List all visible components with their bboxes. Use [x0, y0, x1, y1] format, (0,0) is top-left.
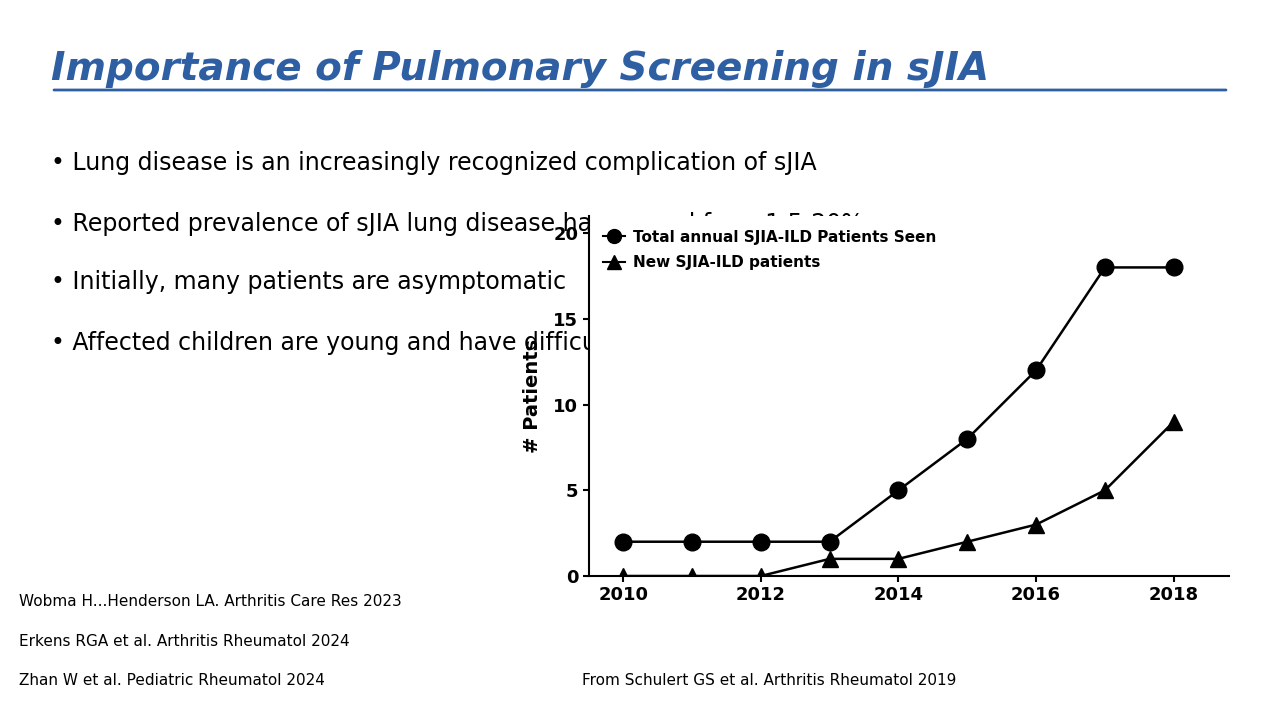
Line: New SJIA-ILD patients: New SJIA-ILD patients: [614, 413, 1181, 585]
Text: • Reported prevalence of sJIA lung disease has ranged from 1.5-20%: • Reported prevalence of sJIA lung disea…: [51, 212, 864, 236]
New SJIA-ILD patients: [1028, 521, 1043, 529]
Text: • Initially, many patients are asymptomatic: • Initially, many patients are asymptoma…: [51, 270, 566, 294]
Total annual SJIA-ILD Patients Seen: [891, 486, 906, 495]
Legend: Total annual SJIA-ILD Patients Seen, New SJIA-ILD patients: Total annual SJIA-ILD Patients Seen, New…: [596, 224, 942, 276]
Text: Erkens RGA et al. Arthritis Rheumatol 2024: Erkens RGA et al. Arthritis Rheumatol 20…: [19, 634, 349, 649]
Text: • Lung disease is an increasingly recognized complication of sJIA: • Lung disease is an increasingly recogn…: [51, 151, 817, 175]
Total annual SJIA-ILD Patients Seen: [1097, 263, 1112, 271]
Line: Total annual SJIA-ILD Patients Seen: Total annual SJIA-ILD Patients Seen: [614, 259, 1181, 550]
Total annual SJIA-ILD Patients Seen: [616, 537, 631, 546]
New SJIA-ILD patients: [616, 572, 631, 580]
Total annual SJIA-ILD Patients Seen: [753, 537, 768, 546]
Text: • Affected children are young and have difficulty reporting respiratory symptoms: • Affected children are young and have d…: [51, 331, 1011, 355]
Total annual SJIA-ILD Patients Seen: [1028, 366, 1043, 374]
Y-axis label: # Patients: # Patients: [524, 339, 543, 453]
New SJIA-ILD patients: [685, 572, 700, 580]
New SJIA-ILD patients: [753, 572, 768, 580]
Total annual SJIA-ILD Patients Seen: [685, 537, 700, 546]
Text: Wobma H...Henderson LA. Arthritis Care Res 2023: Wobma H...Henderson LA. Arthritis Care R…: [19, 594, 402, 609]
New SJIA-ILD patients: [960, 537, 975, 546]
Total annual SJIA-ILD Patients Seen: [822, 537, 837, 546]
Text: Zhan W et al. Pediatric Rheumatol 2024: Zhan W et al. Pediatric Rheumatol 2024: [19, 673, 325, 688]
Text: From Schulert GS et al. Arthritis Rheumatol 2019: From Schulert GS et al. Arthritis Rheuma…: [582, 673, 956, 688]
Text: Importance of Pulmonary Screening in sJIA: Importance of Pulmonary Screening in sJI…: [51, 50, 989, 89]
New SJIA-ILD patients: [822, 554, 837, 563]
New SJIA-ILD patients: [1166, 418, 1181, 426]
New SJIA-ILD patients: [891, 554, 906, 563]
Total annual SJIA-ILD Patients Seen: [960, 435, 975, 444]
New SJIA-ILD patients: [1097, 486, 1112, 495]
Total annual SJIA-ILD Patients Seen: [1166, 263, 1181, 271]
